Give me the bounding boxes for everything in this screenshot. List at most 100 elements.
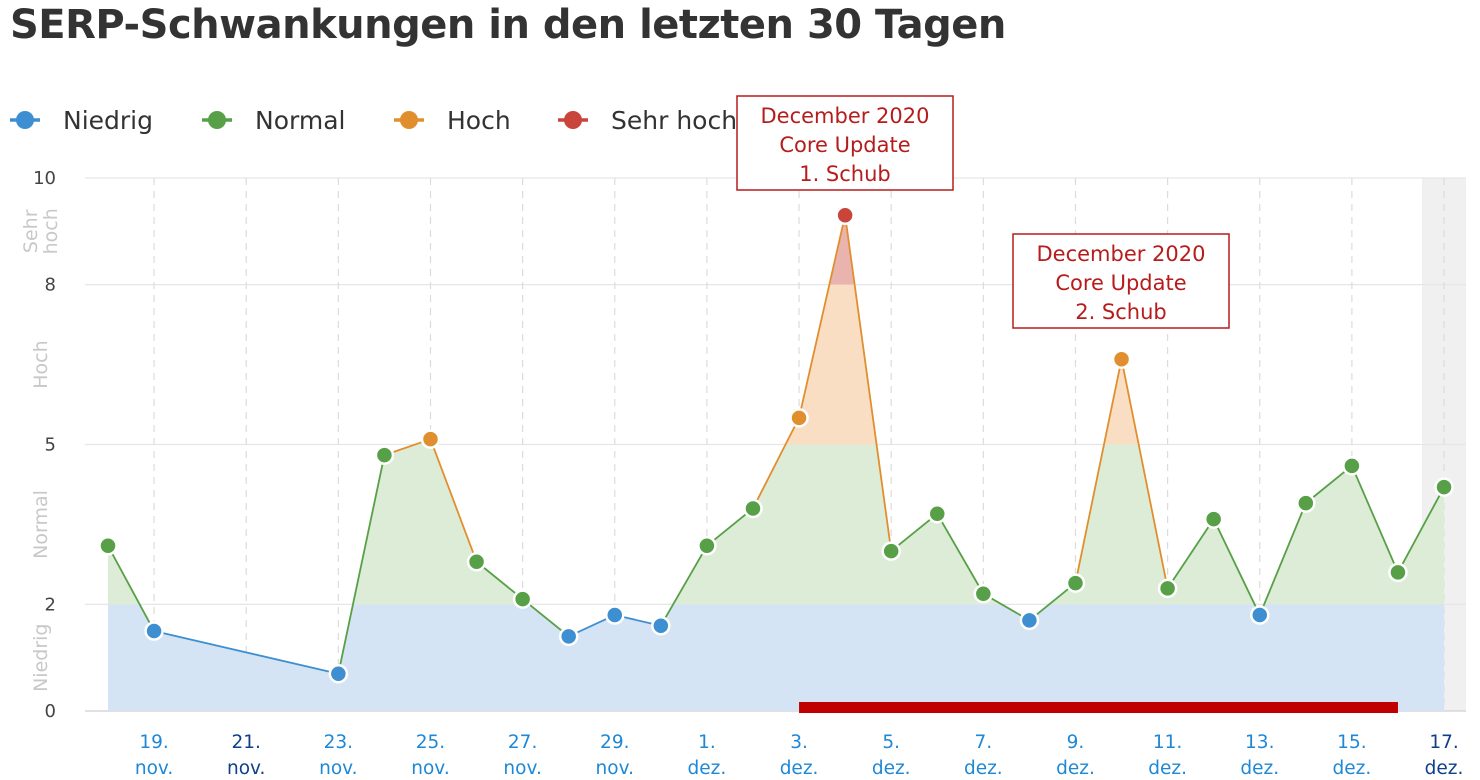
x-tick-month: nov. xyxy=(135,758,173,779)
x-tick-month: dez. xyxy=(1056,758,1095,779)
data-point[interactable] xyxy=(1019,610,1040,631)
data-point[interactable] xyxy=(1203,509,1224,529)
x-tick-day: 5. xyxy=(882,732,900,753)
data-point[interactable] xyxy=(1157,578,1178,599)
series-line-segment xyxy=(522,598,570,638)
band-label: Sehrhoch xyxy=(20,208,62,254)
legend-marker-icon xyxy=(208,111,226,129)
series-line-segment xyxy=(1166,518,1215,589)
x-tick-month: dez. xyxy=(688,758,727,779)
data-point[interactable] xyxy=(1065,573,1086,593)
series-line-segment xyxy=(1397,486,1445,573)
y-tick-label: 8 xyxy=(45,275,56,296)
band-label-text: Normal xyxy=(30,490,52,559)
series-line-segment xyxy=(844,215,893,552)
band-fill-sehr-hoch xyxy=(108,215,1445,285)
data-point[interactable] xyxy=(881,541,901,561)
data-point[interactable] xyxy=(1296,493,1316,513)
band-label-text: Sehrhoch xyxy=(20,208,62,254)
annotation-box: December 2020 Core Update 1. Schub xyxy=(736,95,954,191)
series-line-segment xyxy=(706,507,754,547)
data-point[interactable] xyxy=(512,589,533,609)
y-tick-label: 2 xyxy=(45,594,56,615)
legend-label: Normal xyxy=(255,106,345,135)
legend-item-sehr-hoch[interactable]: Sehr hoch xyxy=(558,106,737,135)
data-point[interactable] xyxy=(789,408,809,428)
x-tick-month: dez. xyxy=(872,758,911,779)
annotation-line: December 2020 xyxy=(760,104,929,128)
data-point[interactable] xyxy=(651,615,671,636)
y-tick-label: 0 xyxy=(45,701,56,722)
series-line-segment xyxy=(1351,465,1399,573)
legend: Niedrig Normal Hoch Sehr hoch xyxy=(10,106,737,135)
x-tick-month: dez. xyxy=(1240,758,1279,779)
x-tick-month: nov. xyxy=(596,758,634,779)
data-point[interactable] xyxy=(420,429,441,449)
x-tick-month: dez. xyxy=(1148,758,1187,779)
data-point[interactable] xyxy=(973,583,994,604)
band-label: Hoch xyxy=(30,340,52,388)
legend-item-hoch[interactable]: Hoch xyxy=(394,106,511,135)
legend-marker-icon xyxy=(16,111,34,129)
band-fill-niedrig xyxy=(108,604,1445,711)
series-line-segment xyxy=(429,438,478,563)
series-line-segment xyxy=(1212,518,1261,616)
series-line-segment xyxy=(1305,465,1353,504)
data-point[interactable] xyxy=(927,504,948,524)
data-point[interactable] xyxy=(835,205,855,226)
data-point[interactable] xyxy=(1434,477,1454,497)
legend-item-niedrig[interactable]: Niedrig xyxy=(10,106,153,135)
x-tick-month: nov. xyxy=(411,758,449,779)
annotation-line: December 2020 xyxy=(1036,242,1205,266)
series-line-segment xyxy=(1028,582,1077,622)
legend-marker-icon xyxy=(564,111,582,129)
series-line-segment xyxy=(1074,359,1123,584)
band-label-line: Sehr xyxy=(20,209,42,253)
series-line-segment xyxy=(107,545,155,632)
legend-item-normal[interactable]: Normal xyxy=(202,106,345,135)
x-tick-day: 21. xyxy=(231,732,260,753)
data-point[interactable] xyxy=(374,445,395,465)
x-tick-month: nov. xyxy=(319,758,357,779)
legend-label: Hoch xyxy=(447,106,511,135)
data-point[interactable] xyxy=(1388,562,1408,583)
x-tick-month: dez. xyxy=(964,758,1003,779)
chart-title: SERP-Schwankungen in den letzten 30 Tage… xyxy=(10,2,1006,48)
x-tick-day: 1. xyxy=(698,732,716,753)
annotation-line: Core Update xyxy=(779,133,910,157)
data-point[interactable] xyxy=(605,605,625,625)
x-tick-day: 19. xyxy=(139,732,168,753)
x-tick-day: 23. xyxy=(324,732,353,753)
series-line-segment xyxy=(890,513,938,552)
annotation-border xyxy=(736,95,954,191)
data-point[interactable] xyxy=(466,552,487,572)
series-line-segment xyxy=(153,630,339,675)
data-point[interactable] xyxy=(1342,456,1362,476)
band-label-line: hoch xyxy=(40,208,62,254)
annotation-line: 1. Schub xyxy=(799,162,891,186)
x-tick-day: 17. xyxy=(1429,732,1458,753)
series-line-segment xyxy=(1258,502,1307,616)
data-point[interactable] xyxy=(1111,349,1132,369)
data-point[interactable] xyxy=(328,663,349,684)
series-line-segment xyxy=(475,561,524,600)
data-point[interactable] xyxy=(743,498,763,519)
series-line-segment xyxy=(1120,359,1169,589)
x-tick-day: 29. xyxy=(600,732,629,753)
band-label-text: Niedrig xyxy=(30,623,52,691)
data-point[interactable] xyxy=(697,536,717,556)
x-tick-day: 11. xyxy=(1153,732,1182,753)
data-point[interactable] xyxy=(558,626,579,647)
y-tick-label: 5 xyxy=(45,435,56,456)
series-line-segment xyxy=(936,513,985,595)
data-point[interactable] xyxy=(1250,605,1270,625)
y-tick-label: 10 xyxy=(33,168,56,189)
x-tick-day: 27. xyxy=(508,732,537,753)
core-update-range-bar xyxy=(799,702,1398,713)
data-point[interactable] xyxy=(98,536,118,556)
data-point[interactable] xyxy=(144,621,164,641)
x-tick-month: dez. xyxy=(780,758,819,779)
annotation-line: Core Update xyxy=(1055,271,1186,295)
x-tick-day: 7. xyxy=(975,732,993,753)
series-line-segment xyxy=(337,454,386,674)
